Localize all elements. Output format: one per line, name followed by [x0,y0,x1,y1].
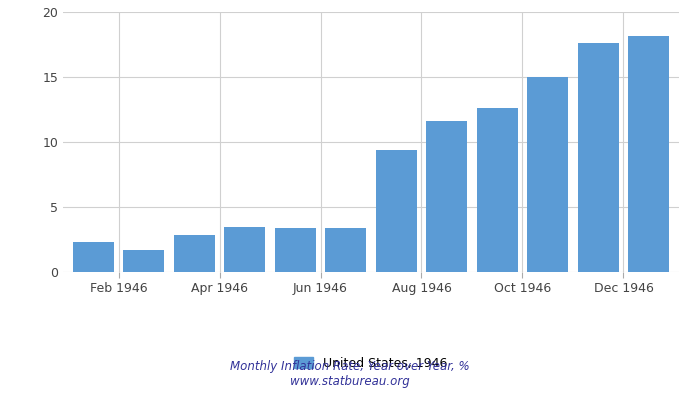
Bar [628,36,669,272]
Bar [426,121,468,272]
Bar [527,77,568,272]
Bar [123,250,164,272]
Bar [477,108,518,272]
Bar [578,42,619,272]
Bar [73,242,114,272]
Bar [375,150,417,272]
Bar [325,228,367,272]
Legend: United States, 1946: United States, 1946 [289,352,453,375]
Text: www.statbureau.org: www.statbureau.org [290,375,410,388]
Bar [274,228,316,272]
Bar [224,226,265,272]
Bar [174,235,215,272]
Text: Monthly Inflation Rate, Year over Year, %: Monthly Inflation Rate, Year over Year, … [230,360,470,373]
